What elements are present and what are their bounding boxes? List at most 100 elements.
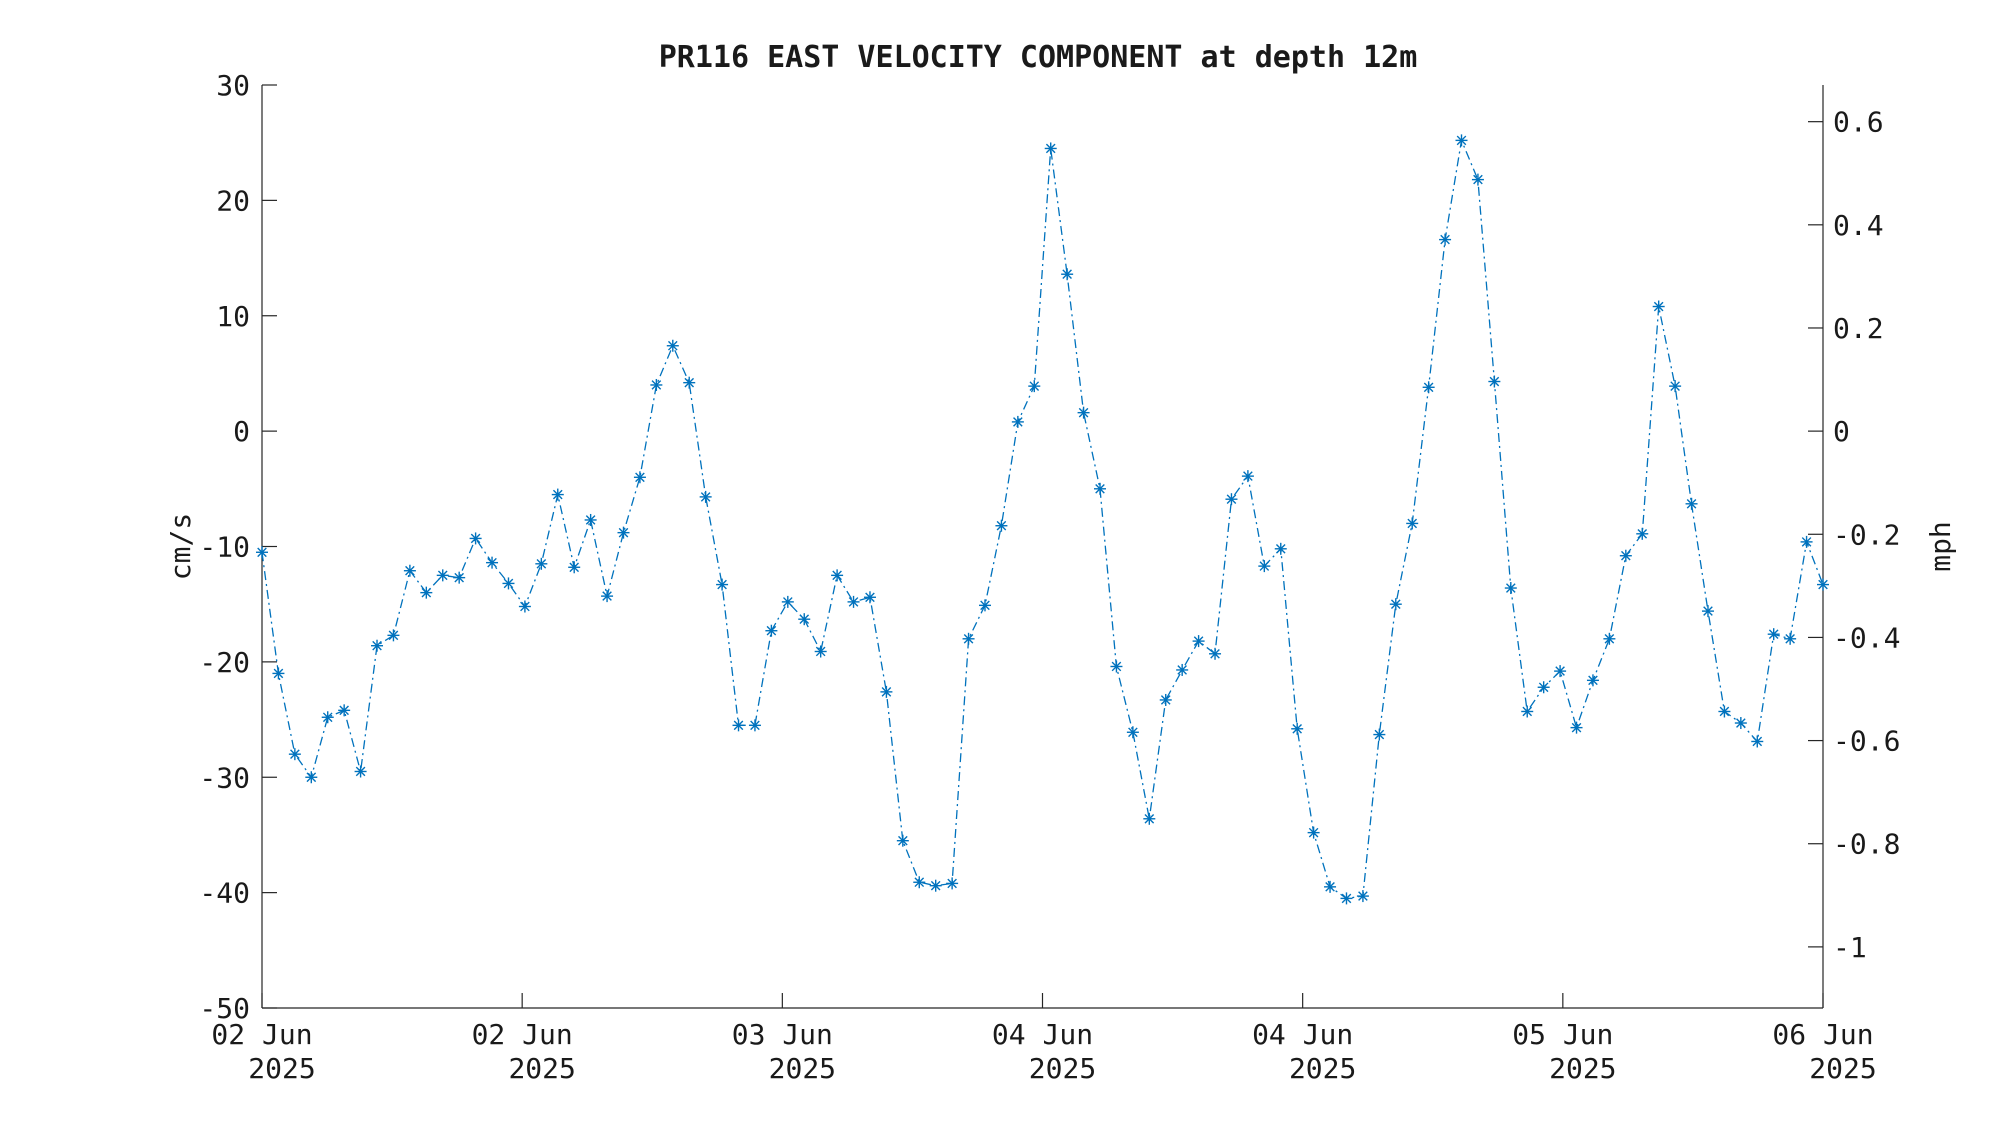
data-point-marker xyxy=(1504,582,1517,595)
y-axis-ticks: -50 -40 -30 -20 -10 0 10 20 30 xyxy=(199,69,277,1025)
data-point-marker xyxy=(1652,300,1665,313)
data-point-marker xyxy=(387,629,400,642)
y2-tick-label: 0.2 xyxy=(1833,312,1884,345)
data-point-marker xyxy=(1340,892,1353,905)
data-point-marker xyxy=(748,719,761,732)
x-tick-label-year: 2025 xyxy=(1549,1052,1616,1085)
data-point-marker xyxy=(1143,812,1156,825)
y-axis-label: cm/s xyxy=(164,513,197,580)
data-point-marker xyxy=(288,748,301,761)
data-point-marker xyxy=(1685,497,1698,510)
y-tick-label: -20 xyxy=(199,646,250,679)
data-point-marker xyxy=(1258,560,1271,573)
x-tick-label-year: 2025 xyxy=(508,1052,575,1085)
y-tick-label: -10 xyxy=(199,531,250,564)
data-point-marker xyxy=(781,595,794,608)
x-tick-label-date: 03 Jun xyxy=(732,1018,833,1051)
x-tick-label-date: 06 Jun xyxy=(1772,1018,1873,1051)
data-point-marker xyxy=(1636,527,1649,540)
y2-axis-ticks: -1 -0.8 -0.6 -0.4 -0.2 0 0.2 0.4 0.6 xyxy=(1808,106,1900,964)
data-point-marker xyxy=(403,564,416,577)
data-point-marker xyxy=(1784,632,1797,645)
data-point-marker xyxy=(1439,233,1452,246)
data-point-marker xyxy=(716,578,729,591)
y-tick-label: 30 xyxy=(216,69,250,102)
data-point-marker xyxy=(1159,693,1172,706)
y-tick-label: -50 xyxy=(199,992,250,1025)
data-point-marker xyxy=(1373,728,1386,741)
y2-tick-label: -1 xyxy=(1833,931,1867,964)
data-point-marker xyxy=(305,771,318,784)
data-point-marker xyxy=(1192,635,1205,648)
data-point-marker xyxy=(256,546,268,559)
chart-title: PR116 EAST VELOCITY COMPONENT at depth 1… xyxy=(659,40,1418,75)
y-tick-label: -30 xyxy=(199,761,250,794)
axes xyxy=(261,85,1824,1009)
data-point-marker xyxy=(1817,578,1829,591)
data-point-marker xyxy=(1094,482,1107,495)
x-tick-label-date: 04 Jun xyxy=(1252,1018,1353,1051)
data-point-marker xyxy=(1044,142,1057,155)
y2-tick-label: 0 xyxy=(1833,415,1850,448)
data-point-marker xyxy=(551,488,564,501)
data-point-marker xyxy=(863,591,876,604)
x-tick-label-date: 05 Jun xyxy=(1512,1018,1613,1051)
data-point-marker xyxy=(1521,705,1534,718)
data-point-marker xyxy=(601,590,614,603)
data-point-marker xyxy=(1406,517,1419,530)
x-tick-label-year: 2025 xyxy=(1289,1052,1356,1085)
data-point-marker xyxy=(518,600,531,613)
y-tick-label: 20 xyxy=(216,184,250,217)
data-point-marker xyxy=(436,569,449,582)
data-point-marker xyxy=(1554,665,1567,678)
data-point-marker xyxy=(1701,605,1714,618)
data-point-marker xyxy=(584,513,597,526)
y2-axis-label: mph xyxy=(1924,521,1957,572)
x-tick-label-date: 02 Jun xyxy=(472,1018,573,1051)
y2-tick-label: -0.8 xyxy=(1833,828,1900,861)
data-point-marker xyxy=(338,704,351,717)
data-point-marker xyxy=(1537,681,1550,694)
data-point-marker xyxy=(1307,826,1320,839)
data-point-marker xyxy=(469,532,482,545)
data-point-marker xyxy=(1241,470,1254,483)
data-point-marker xyxy=(502,577,515,590)
data-point-marker xyxy=(1389,598,1402,611)
data-point-marker xyxy=(1734,717,1747,730)
data-point-marker xyxy=(420,586,433,599)
data-point-marker xyxy=(1751,735,1764,748)
data-point-marker xyxy=(1356,890,1369,903)
data-point-marker xyxy=(1274,542,1287,555)
y-tick-label: 10 xyxy=(216,300,250,333)
data-point-marker xyxy=(650,378,663,391)
data-point-marker xyxy=(1669,380,1682,393)
data-point-marker xyxy=(1291,722,1304,735)
x-tick-label-year: 2025 xyxy=(1029,1052,1096,1085)
data-point-marker xyxy=(321,711,334,724)
data-point-marker xyxy=(1324,880,1337,893)
series-group xyxy=(256,134,1829,905)
data-point-marker xyxy=(1176,663,1189,676)
data-point-marker xyxy=(962,632,975,645)
y2-tick-label: -0.4 xyxy=(1833,621,1900,654)
data-point-marker xyxy=(1225,493,1238,506)
data-point-marker xyxy=(1061,268,1074,281)
data-point-marker xyxy=(1471,173,1484,186)
x-tick-label-year: 2025 xyxy=(769,1052,836,1085)
data-point-marker xyxy=(880,685,893,698)
data-point-marker xyxy=(1718,705,1731,718)
data-point-marker xyxy=(683,376,696,389)
x-tick-label-date: 04 Jun xyxy=(992,1018,1093,1051)
data-point-marker xyxy=(929,879,942,892)
data-point-marker xyxy=(617,526,630,539)
data-point-marker xyxy=(486,556,499,569)
series-line xyxy=(261,138,1824,900)
data-point-marker xyxy=(732,719,745,732)
data-point-marker xyxy=(831,569,844,582)
data-point-marker xyxy=(913,876,926,889)
data-point-marker xyxy=(896,834,909,847)
data-point-marker xyxy=(699,490,712,503)
data-point-marker xyxy=(1028,380,1041,393)
